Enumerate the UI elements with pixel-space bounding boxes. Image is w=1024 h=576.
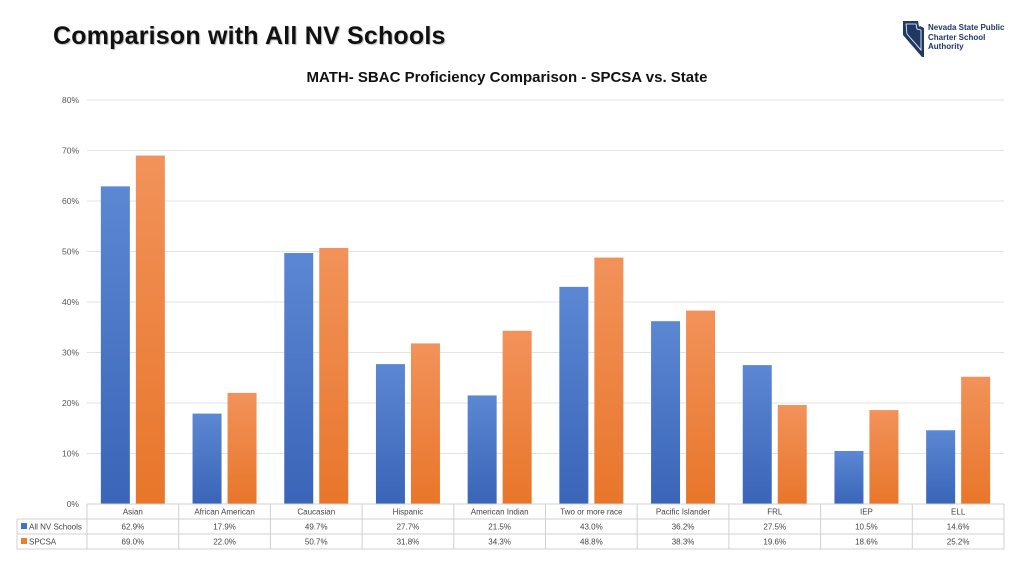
bar-all-nv-schools — [375, 364, 405, 504]
data-label: 22.0% — [213, 538, 236, 547]
bar-spcsa — [319, 247, 349, 504]
bar-spcsa — [410, 343, 440, 504]
data-label: 14.6% — [947, 523, 970, 532]
y-tick-label: 50% — [62, 247, 79, 257]
category-label: Two or more race — [560, 508, 623, 517]
bar-all-nv-schools — [100, 186, 130, 505]
nevada-state-icon — [903, 21, 924, 57]
data-label: 27.7% — [397, 523, 420, 532]
bar-all-nv-schools — [192, 413, 222, 504]
bar-spcsa — [777, 405, 807, 504]
category-label: Pacific Islander — [656, 508, 711, 517]
slide-title: Comparison with All NV Schools — [53, 22, 446, 50]
data-label: 27.5% — [763, 523, 786, 532]
bar-all-nv-schools — [467, 395, 497, 504]
data-label: 50.7% — [305, 538, 328, 547]
y-tick-label: 60% — [62, 196, 79, 206]
legend-label: SPCSA — [29, 538, 57, 547]
bar-spcsa — [135, 155, 165, 505]
category-label: American Indian — [471, 508, 529, 517]
y-tick-label: 20% — [62, 398, 79, 408]
bar-all-nv-schools — [834, 450, 864, 504]
y-tick-label: 0% — [67, 499, 80, 509]
category-label: African American — [194, 508, 254, 517]
bar-all-nv-schools — [559, 286, 589, 504]
y-tick-label: 30% — [62, 348, 79, 358]
data-label: 19.6% — [763, 538, 786, 547]
data-label: 17.9% — [213, 523, 236, 532]
logo-line-2: Charter School — [928, 32, 986, 42]
bar-spcsa — [961, 376, 991, 504]
data-label: 38.3% — [672, 538, 695, 547]
logo-line-3: Authority — [928, 42, 964, 51]
logo-line-1: Nevada State Public — [928, 23, 1005, 32]
data-label: 25.2% — [947, 538, 970, 547]
bar-spcsa — [502, 330, 532, 504]
bar-all-nv-schools — [926, 430, 956, 504]
category-label: Asian — [123, 508, 143, 517]
bar-spcsa — [594, 257, 624, 504]
legend-label: All NV Schools — [29, 523, 82, 532]
y-tick-label: 70% — [62, 146, 79, 156]
category-label: ELL — [951, 508, 966, 517]
bar-all-nv-schools — [742, 365, 772, 504]
category-label: Caucasian — [297, 508, 335, 517]
bar-spcsa — [869, 410, 899, 504]
y-tick-label: 80% — [62, 95, 79, 105]
category-label: IEP — [860, 508, 873, 517]
category-label: Hispanic — [393, 508, 424, 517]
data-label: 18.6% — [855, 538, 878, 547]
data-label: 21.5% — [488, 523, 511, 532]
bar-all-nv-schools — [651, 321, 681, 504]
data-label: 36.2% — [672, 523, 695, 532]
data-label: 49.7% — [305, 523, 328, 532]
bar-spcsa — [686, 310, 716, 504]
bar-spcsa — [227, 392, 257, 504]
logo-text: Nevada State Public Charter School Autho… — [928, 23, 1018, 52]
data-label: 10.5% — [855, 523, 878, 532]
chart-title: MATH- SBAC Proficiency Comparison - SPCS… — [306, 69, 708, 86]
category-label: FRL — [767, 508, 783, 517]
data-label: 69.0% — [122, 538, 145, 547]
legend-key — [21, 538, 27, 544]
legend-key — [21, 523, 27, 529]
data-label: 31.8% — [397, 538, 420, 547]
data-label: 43.0% — [580, 523, 603, 532]
y-tick-label: 10% — [62, 449, 79, 459]
data-label: 34.3% — [488, 538, 511, 547]
y-tick-label: 40% — [62, 297, 79, 307]
authority-logo: Nevada State Public Charter School Autho… — [902, 20, 1014, 60]
bar-all-nv-schools — [284, 253, 314, 504]
data-label: 62.9% — [122, 523, 145, 532]
data-label: 48.8% — [580, 538, 603, 547]
